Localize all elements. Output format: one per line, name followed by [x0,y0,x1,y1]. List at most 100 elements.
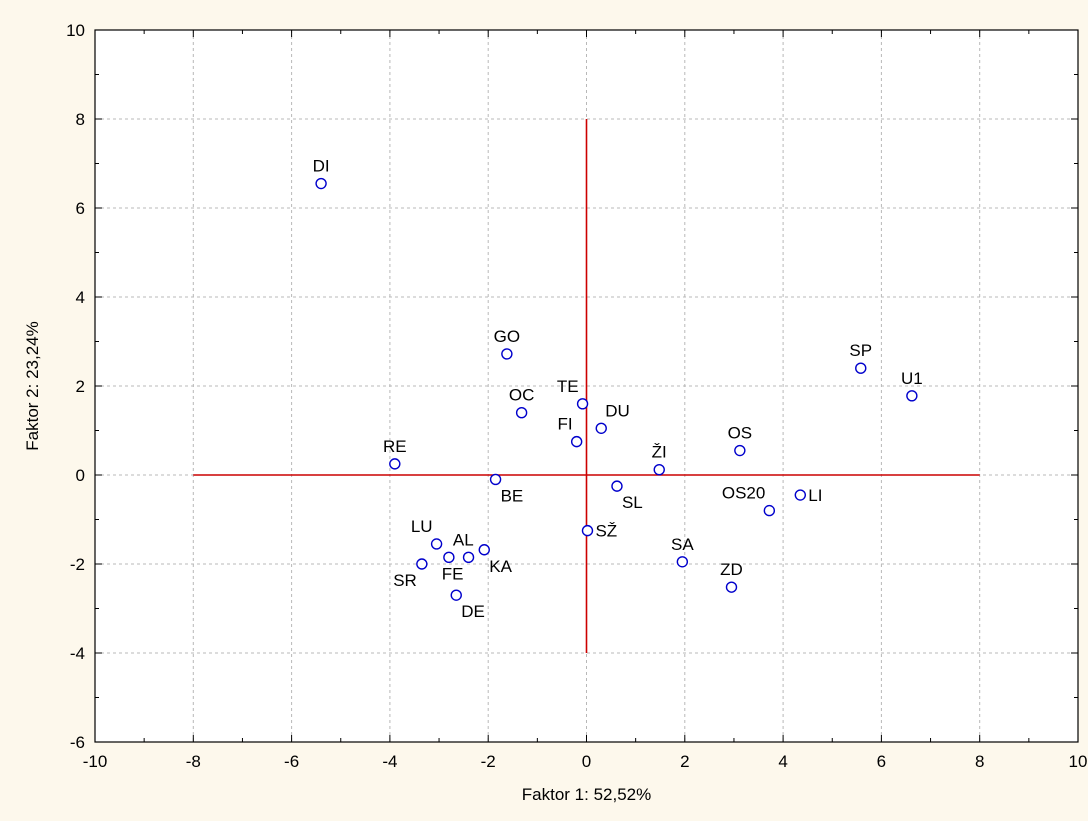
point-label: SL [622,493,643,512]
x-tick-label: 6 [877,752,886,771]
point-marker [653,463,665,476]
point-marker [906,390,918,402]
data-point: SP [849,341,872,374]
y-tick-label: -4 [70,644,85,663]
point-marker [611,480,623,492]
data-point: OS [728,424,753,457]
data-points: DI GO TE OC DU FI RE ŽI OS SP U1 BE SL LI OS20 SŽ LU AL KA… [313,157,923,622]
data-point: LI [794,486,822,505]
y-tick-label: -6 [70,733,85,752]
x-tick-label: -10 [83,752,108,771]
point-label: ZD [720,560,743,579]
point-marker [576,398,589,410]
data-point: AL [443,530,474,564]
x-tick-label: -6 [284,752,299,771]
point-label: TE [557,377,579,396]
point-label: OS20 [722,484,765,503]
data-point: RE [383,437,407,470]
point-label: FI [558,415,573,434]
data-point: U1 [901,369,923,402]
point-marker [734,444,746,457]
data-point: TE [557,377,589,410]
point-label: LI [808,486,822,505]
point-label: AL [453,530,474,549]
point-marker [430,538,443,550]
data-point: SŽ [581,522,617,541]
point-marker [443,551,455,564]
minor-ticks [95,30,1078,742]
point-label: SR [393,571,417,590]
point-marker [725,581,738,593]
point-marker [595,422,607,434]
x-tick-label: -4 [382,752,397,771]
point-label: GO [494,327,520,346]
y-tick-label: 6 [76,199,85,218]
y-tick-label: 8 [76,110,85,129]
point-label: DU [605,401,630,420]
point-marker [855,362,867,374]
x-tick-label: 10 [1069,752,1088,771]
point-marker [676,556,689,568]
x-tick-label: 2 [680,752,689,771]
y-axis: -6 -4 -2 0 2 4 6 8 10 [66,21,1078,752]
data-point: ŽI [652,443,667,476]
point-label: SŽ [595,522,617,541]
point-label: RE [383,437,407,456]
point-marker [389,458,401,470]
y-tick-label: 4 [76,288,85,307]
point-label: ŽI [652,443,667,462]
point-label: BE [501,486,524,505]
data-point: FE [442,551,475,583]
point-label: KA [489,557,512,576]
data-point: GO [494,327,520,360]
y-tick-label: -2 [70,555,85,574]
point-marker [794,489,807,501]
point-label: DI [313,157,330,176]
point-marker [450,589,462,601]
data-point: ZD [720,560,743,593]
point-label: U1 [901,369,923,388]
point-label: LU [411,517,433,536]
point-marker [416,558,428,570]
x-tick-label: -8 [186,752,201,771]
data-point: BE [489,473,524,505]
reference-lines [193,119,980,653]
point-marker [462,551,475,564]
x-tick-label: 0 [582,752,591,771]
data-point: SA [671,535,694,568]
point-marker [581,524,594,537]
point-marker [489,473,502,486]
data-point: SR [393,558,428,590]
point-marker [501,348,513,360]
point-marker [315,177,327,190]
point-label: SP [849,341,872,360]
point-marker [515,407,528,419]
point-label: OC [509,386,535,405]
x-axis-label: Faktor 1: 52,52% [522,785,651,804]
point-label: SA [671,535,694,554]
data-point: DE [450,589,485,621]
data-point: OC [509,386,535,419]
y-axis-label: Faktor 2: 23,24% [23,321,42,450]
point-marker [763,504,776,517]
data-point: KA [478,544,513,576]
data-point: LU [411,517,443,550]
x-tick-label: 4 [778,752,787,771]
point-marker [478,544,490,556]
point-label: DE [461,602,485,621]
y-tick-label: 0 [76,466,85,485]
y-tick-label: 2 [76,377,85,396]
point-label: OS [728,424,753,443]
data-point: DI [313,157,330,190]
point-label: FE [442,564,464,583]
x-tick-label: -2 [481,752,496,771]
y-tick-label: 10 [66,21,85,40]
data-point: OS20 [722,484,776,517]
point-marker [570,435,583,448]
data-point: FI [558,415,583,448]
data-point: DU [595,401,630,434]
x-tick-label: 8 [975,752,984,771]
data-point: SL [611,480,643,512]
